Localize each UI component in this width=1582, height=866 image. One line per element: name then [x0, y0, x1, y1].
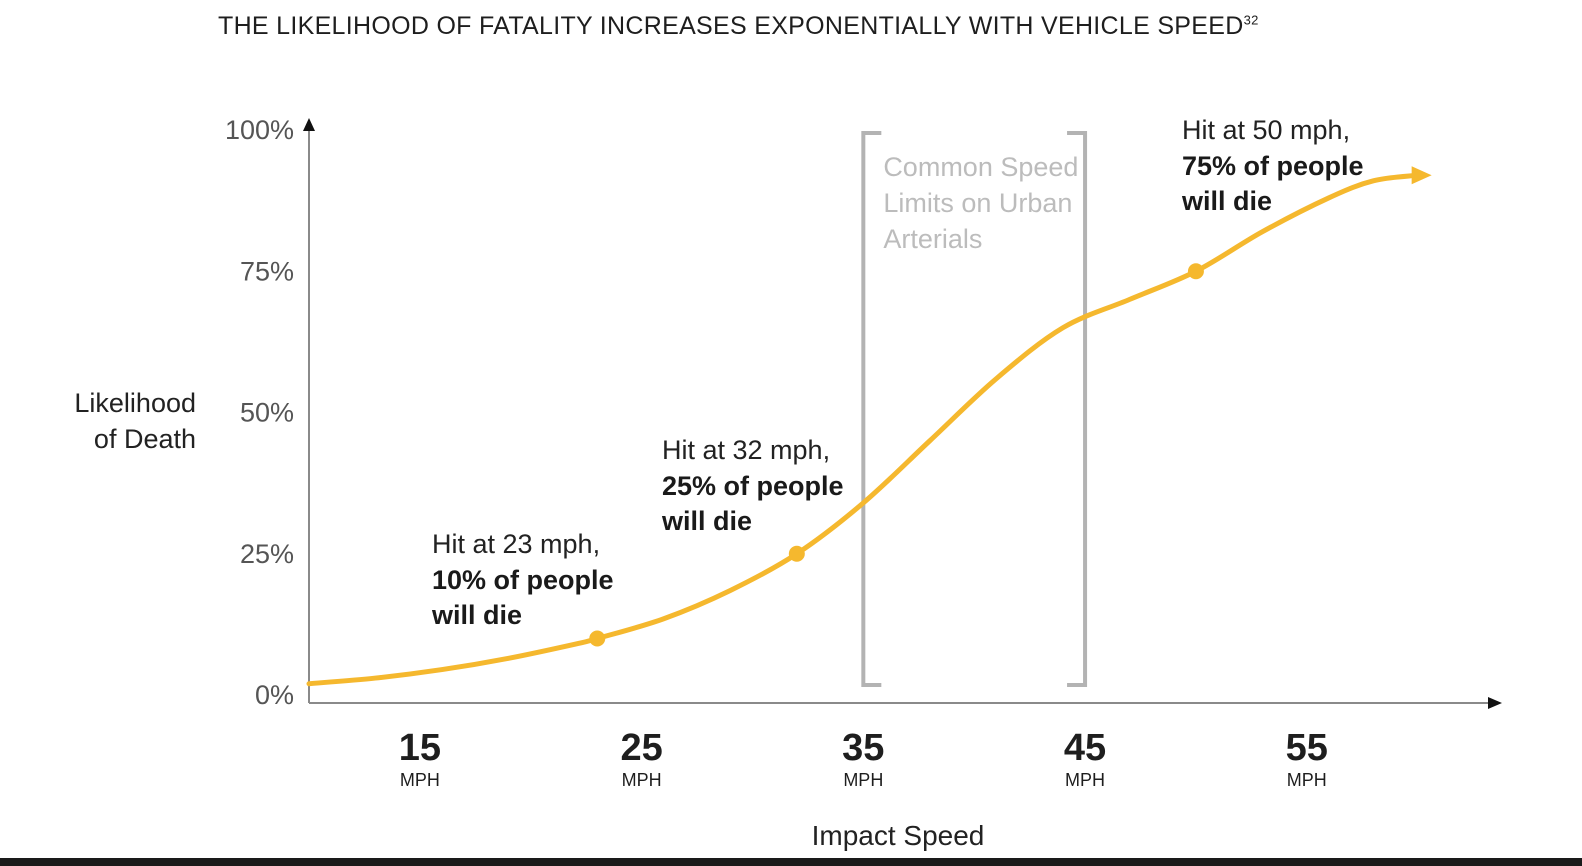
speed-limit-band-label: Common Speed [883, 152, 1078, 182]
bracket-left [861, 131, 882, 687]
bottom-rule [0, 858, 1582, 866]
y-axis-arrow [303, 118, 315, 131]
annotation-line: 10% of people [432, 565, 614, 595]
annotation-line: 25% of people [662, 471, 844, 501]
chart-title-text: THE LIKELIHOOD OF FATALITY INCREASES EXP… [218, 12, 1244, 40]
y-tick-label: 75% [240, 256, 294, 286]
y-tick-label: 0% [255, 680, 294, 710]
x-tick-label: 35 [842, 727, 884, 769]
y-tick-label: 25% [240, 539, 294, 569]
x-axis-arrow [1488, 697, 1502, 709]
x-tick-unit: MPH [843, 770, 883, 790]
x-tick-unit: MPH [1287, 770, 1327, 790]
x-axis-label: Impact Speed [812, 820, 985, 851]
x-tick-unit: MPH [622, 770, 662, 790]
y-tick-label: 100% [225, 115, 294, 145]
chart-title: THE LIKELIHOOD OF FATALITY INCREASES EXP… [218, 12, 1259, 41]
y-tick-label: 50% [240, 398, 294, 428]
y-axis-label: Likelihood [74, 388, 196, 418]
x-tick-unit: MPH [400, 770, 440, 790]
annotation-line: will die [431, 600, 522, 630]
x-tick-unit: MPH [1065, 770, 1105, 790]
annotation-line: will die [1181, 186, 1272, 216]
fatality-curve [306, 172, 1421, 687]
data-point-marker [1187, 263, 1204, 280]
annotation-line: Hit at 32 mph, [662, 435, 830, 465]
y-axis-label: of Death [94, 424, 196, 454]
x-tick-label: 15 [399, 727, 441, 769]
x-tick-label: 45 [1064, 727, 1106, 769]
data-point-marker [788, 545, 805, 562]
title-footnote: 32 [1243, 12, 1259, 28]
annotation-line: Hit at 50 mph, [1182, 115, 1350, 145]
bracket-right [1067, 131, 1088, 687]
annotation-line: 75% of people [1182, 151, 1364, 181]
x-tick-label: 25 [620, 727, 662, 769]
annotation-line: Hit at 23 mph, [432, 529, 600, 559]
annotation-line: will die [661, 506, 752, 536]
curve-arrowhead [1411, 166, 1432, 185]
data-point-marker [589, 630, 606, 647]
x-tick-label: 55 [1286, 727, 1328, 769]
speed-limit-band-label: Limits on Urban [883, 188, 1072, 218]
speed-limit-band-label: Arterials [883, 224, 982, 254]
